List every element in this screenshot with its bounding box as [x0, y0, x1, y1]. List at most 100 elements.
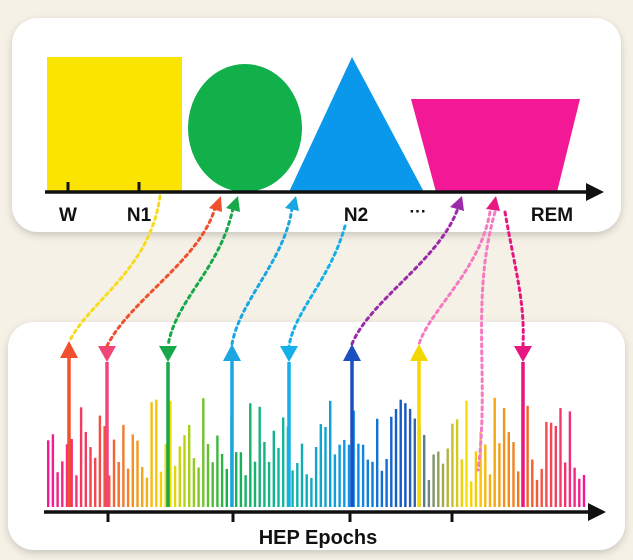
epoch-bar: [484, 444, 487, 507]
epoch-bar: [216, 435, 219, 507]
epoch-bar: [188, 424, 191, 507]
epoch-bar: [535, 479, 539, 507]
epoch-bar: [79, 407, 83, 507]
connector-up-to-circle: [105, 206, 217, 348]
green-circle-shape: [188, 64, 302, 192]
epoch-bar: [502, 407, 506, 507]
epoch-bar: [427, 480, 431, 507]
epoch-axis: [44, 503, 606, 522]
connector-rem-down-yellow: [417, 210, 492, 346]
down-arrowhead-icon: [98, 346, 116, 362]
epoch-bar: [197, 467, 200, 507]
epoch-bar: [300, 443, 304, 507]
epoch-bar: [239, 452, 243, 507]
connector-rem-down-pink: [476, 210, 497, 472]
epoch-bar: [47, 440, 50, 507]
epoch-bar: [98, 415, 102, 507]
epoch-bar: [249, 403, 252, 507]
epoch-bar: [277, 447, 280, 507]
epoch-bar: [446, 448, 449, 507]
epoch-bar: [155, 399, 158, 507]
epoch-bar: [235, 452, 238, 507]
epoch-bar: [56, 472, 59, 507]
epoch-bar: [319, 424, 322, 507]
epoch-axis-label: HEP Epochs: [259, 527, 378, 549]
up-arrowhead-icon: [60, 341, 78, 358]
epoch-bar: [314, 447, 318, 507]
epoch-bar: [498, 443, 501, 507]
epoch-bar: [173, 465, 177, 507]
epoch-bar: [380, 470, 384, 507]
epoch-bar: [178, 446, 181, 507]
epoch-bar: [338, 444, 341, 507]
connector-n2-down: [287, 224, 347, 348]
down-arrowhead-icon: [159, 346, 177, 362]
epoch-bar: [437, 451, 440, 507]
connector-rem-to-marker: [503, 210, 525, 348]
epoch-bar: [206, 444, 210, 507]
epoch-bar: [399, 399, 402, 507]
label-ellipsis: ···: [410, 202, 427, 221]
label-n1: N1: [127, 205, 152, 226]
epoch-bar: [512, 442, 515, 507]
epoch-bar: [517, 471, 520, 507]
epoch-axis-arrowhead: [588, 503, 606, 521]
epoch-bar: [329, 400, 332, 507]
down-arrowhead-icon: [280, 346, 298, 362]
sleep-stage-shapes: [47, 57, 580, 192]
epoch-bar: [61, 461, 64, 507]
epoch-bar: [65, 444, 69, 507]
epoch-bar: [385, 459, 388, 507]
epoch-bar: [394, 409, 398, 507]
epoch-bar: [150, 402, 153, 507]
epoch-bar: [202, 398, 205, 507]
up-arrowhead-icon: [410, 344, 428, 361]
epoch-bar: [488, 474, 492, 507]
arrowhead-icon: [209, 196, 222, 212]
epoch-bar: [347, 444, 351, 507]
epoch-bar: [441, 463, 445, 507]
epoch-bar: [145, 477, 149, 507]
epoch-bar: [89, 447, 92, 507]
epoch-bar: [244, 475, 247, 507]
epoch-bar: [126, 468, 130, 507]
epoch-bar: [479, 432, 482, 507]
yellow-square-shape: [47, 57, 182, 192]
label-rem: REM: [531, 205, 573, 226]
epoch-bar: [305, 474, 308, 507]
epoch-bar: [573, 467, 576, 507]
epoch-bar: [470, 481, 473, 507]
epoch-bar: [296, 463, 299, 507]
epoch-bar: [94, 457, 97, 507]
epoch-bar: [540, 468, 543, 507]
epoch-bar: [376, 418, 379, 507]
epoch-bar: [568, 411, 572, 507]
epoch-bar: [408, 408, 412, 507]
epoch-bar: [413, 418, 416, 507]
stage-axis: [45, 182, 604, 201]
arrowhead-icon: [450, 196, 464, 211]
epoch-bar: [455, 419, 459, 507]
epoch-bar: [324, 427, 327, 507]
selected-epoch-markers: [60, 341, 532, 507]
epoch-bar: [291, 470, 294, 507]
pink-trapezoid-shape: [411, 99, 580, 192]
epoch-bar: [164, 444, 167, 507]
arrowhead-icon: [486, 196, 500, 211]
epoch-bar: [554, 425, 557, 507]
epoch-bar: [122, 424, 125, 507]
epoch-bar: [117, 462, 120, 507]
connector-n1-down: [67, 194, 162, 344]
arrowhead-icon: [226, 196, 240, 212]
epoch-bar: [493, 397, 496, 507]
epoch-bar: [432, 454, 435, 507]
epoch-bar: [282, 417, 285, 507]
epoch-bar: [220, 453, 224, 507]
epoch-bar: [159, 471, 163, 507]
connector-up-to-triangle: [230, 206, 294, 346]
connector-up-to-rem: [350, 206, 460, 346]
up-arrowhead-icon: [223, 344, 241, 361]
blue-triangle-shape: [289, 57, 424, 192]
